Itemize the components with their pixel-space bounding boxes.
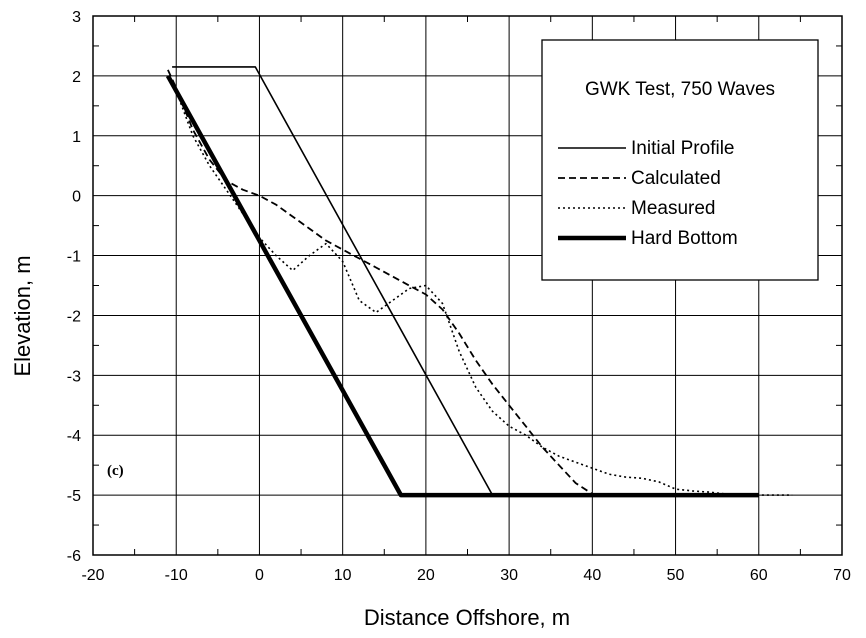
- y-tick-label: -2: [67, 308, 81, 325]
- x-tick-label: 0: [255, 567, 264, 584]
- y-tick-label: 0: [72, 189, 81, 206]
- plot-frame: [92, 15, 843, 556]
- series-line-measured: [167, 75, 793, 496]
- x-tick-label: 40: [583, 567, 601, 584]
- y-tick-label: -4: [67, 428, 81, 445]
- series-lines: [165, 66, 793, 498]
- x-tick-label: -20: [81, 567, 104, 584]
- legend-title: GWK Test, 750 Waves: [585, 79, 775, 100]
- legend-entries: Initial Profile Calculated Measured Hard Bo…: [558, 138, 738, 249]
- panel-label: (c): [107, 463, 124, 479]
- x-axis-title: Distance Offshore, m: [364, 605, 570, 630]
- x-tick-label: 20: [417, 567, 435, 584]
- x-tick-label: 10: [334, 567, 352, 584]
- series-line-calculated: [167, 69, 759, 497]
- y-tick-label: -5: [67, 488, 81, 505]
- y-tick-label: 1: [72, 129, 81, 146]
- y-tick-label: 2: [72, 69, 81, 86]
- y-tick-label: -6: [67, 548, 81, 565]
- axis-ticks: [93, 16, 842, 555]
- legend-label-hard-bottom: Hard Bottom: [631, 228, 738, 249]
- legend-label-measured: Measured: [631, 198, 716, 219]
- y-axis-title: Elevation, m: [10, 255, 35, 376]
- legend: GWK Test, 750 Waves Initial Profile Calcu…: [541, 39, 819, 281]
- y-tick-label: -1: [67, 249, 81, 266]
- y-tick-label: 3: [72, 9, 81, 26]
- x-tick-label: 30: [500, 567, 518, 584]
- y-tick-label: -3: [67, 368, 81, 385]
- x-tick-label: 70: [833, 567, 851, 584]
- x-tick-label: 60: [750, 567, 768, 584]
- legend-label-initial-profile: Initial Profile: [631, 138, 735, 159]
- x-tick-label: 50: [667, 567, 685, 584]
- x-tick-label: -10: [165, 567, 188, 584]
- legend-label-calculated: Calculated: [631, 168, 721, 189]
